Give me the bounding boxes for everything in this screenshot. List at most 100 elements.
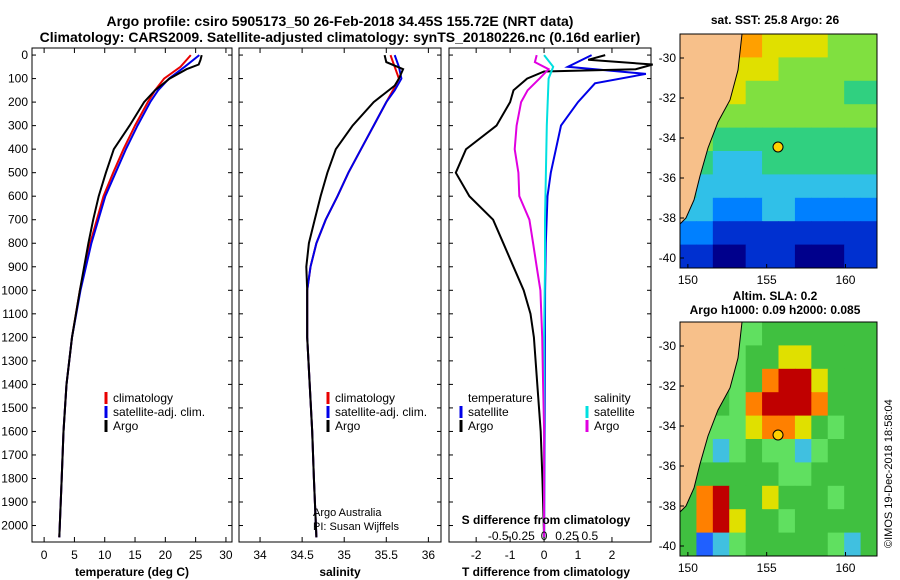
sst-map-cell xyxy=(729,174,747,199)
sst-map-cell xyxy=(680,244,697,269)
sst-map-cell xyxy=(745,197,763,222)
sla-lon-tick-label: 150 xyxy=(678,561,698,575)
sst-map-cell xyxy=(794,104,812,129)
sla-lon-tick-label: 160 xyxy=(835,561,855,575)
sla-lat-tick-label: -40 xyxy=(659,539,677,553)
depth-tick-label: 400 xyxy=(8,142,28,156)
difference-series-temperature-satellite xyxy=(543,54,647,538)
sla-map-cell xyxy=(860,532,878,557)
sla-map-cell xyxy=(729,532,747,557)
sla-lat-tick-label: -30 xyxy=(659,339,677,353)
sst-map-argo-marker xyxy=(772,141,784,153)
sst-map-cell xyxy=(811,197,829,222)
sst-map-cell xyxy=(794,57,812,82)
sla-map-cell xyxy=(745,392,763,417)
sst-map-frame xyxy=(679,33,878,269)
sla-map-cell xyxy=(745,322,763,346)
legend-label-satellite: satellite-adj. clim. xyxy=(113,405,205,419)
sst-map-cell xyxy=(762,104,779,129)
sla-map-cell xyxy=(696,532,714,557)
sst-lat-tick-label: -34 xyxy=(659,131,677,145)
sst-map-cell xyxy=(811,34,829,58)
sla-map-cell xyxy=(794,509,812,534)
sla-map-cell xyxy=(811,415,829,440)
sst-map-cell xyxy=(827,244,845,269)
sla-map-cell xyxy=(811,439,829,463)
difference-x-tick-label: 2 xyxy=(609,548,616,562)
s-difference-label: S difference from climatology xyxy=(462,513,631,527)
sst-map-cell xyxy=(696,244,714,269)
sst-map-cell xyxy=(860,34,878,58)
difference-x-tick-label: 1 xyxy=(575,548,582,562)
sla-map-cell xyxy=(827,462,845,487)
depth-axis-labels: 0 100 200 300 400 500 600 700 800 900 1000 1100 1200… xyxy=(1,48,28,532)
depth-tick-label: 1800 xyxy=(1,471,28,485)
sla-map-cell xyxy=(860,345,878,370)
s-difference-tick-label: -0.5 xyxy=(488,529,509,543)
sst-map-cell xyxy=(860,57,878,82)
depth-tick-label: 1000 xyxy=(1,283,28,297)
sst-map-cell xyxy=(844,104,862,129)
sla-map-cell xyxy=(860,485,878,510)
sst-map-cell xyxy=(811,151,829,175)
sla-map-cell xyxy=(712,462,730,487)
sla-map-cell xyxy=(811,532,829,557)
legend-label-argo: Argo xyxy=(335,419,361,433)
sla-map-cell xyxy=(794,368,812,393)
difference-series-temperature-argo xyxy=(454,54,653,538)
temperature-series-argo xyxy=(58,54,203,538)
sla-map-cell xyxy=(729,415,747,440)
depth-tick-label: 1200 xyxy=(1,330,28,344)
sst-map-cell xyxy=(811,174,829,199)
sst-map-cell xyxy=(745,57,763,82)
sla-map-cell xyxy=(762,345,779,370)
depth-tick-label: 1300 xyxy=(1,354,28,368)
sst-map-cell xyxy=(860,244,878,269)
sst-map-cell xyxy=(811,104,829,129)
sla-map-cell xyxy=(794,345,812,370)
sst-map-cell xyxy=(696,221,714,246)
sst-map-cell xyxy=(827,221,845,246)
sst-map-cell xyxy=(778,34,796,58)
temperature-x-tick-label: 10 xyxy=(98,548,112,562)
sla-map-cell xyxy=(696,485,714,510)
sst-map-cell xyxy=(794,197,812,222)
sla-map-cell xyxy=(762,368,779,393)
sst-map-cell xyxy=(712,151,730,175)
sst-map-cell xyxy=(811,221,829,246)
depth-tick-label: 1900 xyxy=(1,495,28,509)
sla-map-cell xyxy=(712,439,730,463)
depth-tick-label: 0 xyxy=(21,48,28,62)
sst-map-cell xyxy=(745,151,763,175)
sst-map-cell xyxy=(762,80,779,105)
sla-map-cell xyxy=(680,532,697,557)
sst-map-cell xyxy=(729,127,747,152)
figure-title-line1: Argo profile: csiro 5905173_50 26-Feb-20… xyxy=(107,13,574,29)
sst-map-cell xyxy=(712,197,730,222)
sst-map-cell xyxy=(745,34,763,58)
sla-map-cell xyxy=(745,368,763,393)
sst-map-cell xyxy=(860,197,878,222)
sla-map-cell xyxy=(712,509,730,534)
sla-map-cell xyxy=(811,462,829,487)
sst-lat-tick-label: -40 xyxy=(659,251,677,265)
sla-lat-tick-label: -38 xyxy=(659,499,677,513)
legend-heading-temperature: temperature xyxy=(468,391,533,405)
sst-map-cell xyxy=(778,244,796,269)
sst-map-cell xyxy=(827,34,845,58)
sst-map-cell xyxy=(844,80,862,105)
sst-map-cell xyxy=(712,174,730,199)
sla-map-cell xyxy=(844,439,862,463)
sla-map-cell xyxy=(844,368,862,393)
sla-map-cell xyxy=(712,415,730,440)
sla-map-cell xyxy=(778,322,796,346)
sla-map-cell xyxy=(844,392,862,417)
sst-lon-tick-label: 150 xyxy=(678,273,698,287)
temperature-x-tick-label: 15 xyxy=(128,548,142,562)
sst-map-cell xyxy=(745,221,763,246)
salinity-series-argo xyxy=(305,54,405,538)
temperature-x-tick-label: 0 xyxy=(41,548,48,562)
salinity-series-satellite-adj-clim- xyxy=(306,54,403,538)
sla-map-cell xyxy=(778,462,796,487)
depth-tick-label: 600 xyxy=(8,189,28,203)
